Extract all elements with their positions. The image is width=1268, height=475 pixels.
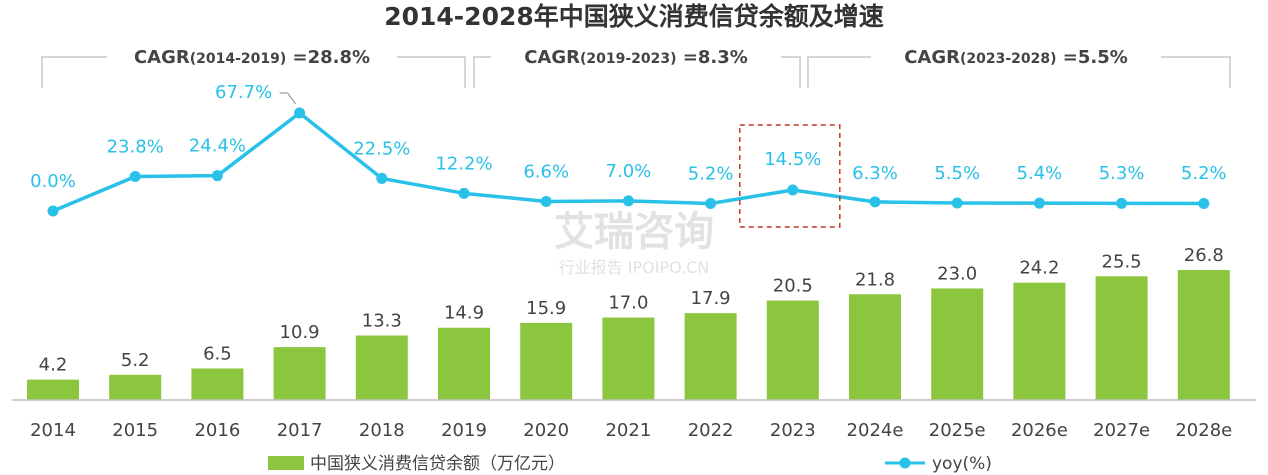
tick-label-2026e: 2026e — [1011, 420, 1068, 441]
yoy-point-2021 — [622, 195, 634, 207]
bar-2015 — [109, 374, 162, 400]
yoy-label-2023: 14.5% — [764, 149, 821, 170]
yoy-label-2020: 6.6% — [523, 161, 569, 182]
tick-label-2018: 2018 — [359, 420, 405, 441]
bar-2014 — [27, 379, 79, 400]
yoy-series: 0.0% 23.8% 24.4% 67.7% 22.5% 12.2% 6.6% 7.0% 5.2… — [30, 82, 1227, 228]
tick-label-2014: 2014 — [30, 420, 76, 441]
tick-label-2017: 2017 — [277, 420, 323, 441]
bar-2028e — [1177, 270, 1230, 400]
yoy-point-2017 — [294, 107, 306, 119]
tick-label-2028e: 2028e — [1175, 420, 1232, 441]
bar-label-2023: 20.5 — [773, 276, 813, 297]
yoy-label-2026e: 5.4% — [1017, 163, 1063, 184]
cagr-annotations: CAGR(2014-2019) =28.8% CAGR(2019-2023) =8… — [41, 47, 1231, 88]
cagr-bracket-2 — [473, 56, 801, 88]
tick-label-2022: 2022 — [688, 420, 734, 441]
yoy-label-2016: 24.4% — [189, 136, 246, 157]
bar-2024e — [849, 294, 901, 400]
yoy-label-2017: 67.7% — [215, 82, 272, 103]
yoy-label-2028e: 5.2% — [1181, 163, 1227, 184]
cagr-label-2: CAGR(2019-2023) =8.3% — [524, 47, 748, 68]
yoy-label-2025e: 5.5% — [934, 163, 980, 184]
bar-label-2027e: 25.5 — [1102, 251, 1142, 272]
bar-label-2025e: 23.0 — [937, 263, 977, 284]
bar-2025e — [931, 288, 984, 400]
legend-line-marker — [899, 457, 911, 469]
cagr-label-3: CAGR(2023-2028) =5.5% — [904, 47, 1128, 68]
bar-2016 — [191, 368, 244, 400]
yoy-label-2015: 23.8% — [107, 137, 164, 158]
yoy-point-2015 — [129, 171, 141, 183]
yoy-point-2020 — [540, 195, 552, 207]
bar-2017 — [273, 347, 326, 400]
bar-2018 — [355, 335, 408, 400]
watermark-main: 艾瑞咨询 — [554, 209, 714, 255]
bar-2022 — [684, 313, 737, 400]
yoy-point-2018 — [376, 172, 388, 184]
tick-label-2023: 2023 — [770, 420, 816, 441]
cagr-label-1: CAGR(2014-2019) =28.8% — [134, 47, 370, 68]
tick-label-2015: 2015 — [112, 420, 158, 441]
yoy-label-2022: 5.2% — [688, 163, 734, 184]
bar-label-2026e: 24.2 — [1019, 258, 1059, 279]
bar-label-2022: 17.9 — [691, 288, 731, 309]
yoy-point-2025e — [951, 197, 963, 209]
bar-label-2016: 6.5 — [203, 343, 232, 364]
bar-2020 — [520, 322, 573, 400]
chart-title: 2014-2028年中国狭义消费信贷余额及增速 — [384, 2, 884, 31]
watermark-sub: 行业报告 IPOIPO.CN — [559, 258, 710, 277]
yoy-point-2022 — [705, 197, 717, 209]
bar-label-2014: 4.2 — [39, 355, 68, 376]
yoy-point-2027e — [1116, 197, 1128, 209]
legend: 中国狭义消费信贷余额（万亿元） yoy(%) — [268, 454, 992, 474]
yoy-label-2019: 12.2% — [435, 153, 492, 174]
highlight-box — [739, 124, 841, 228]
bar-label-2024e: 21.8 — [855, 269, 895, 290]
bar-label-2017: 10.9 — [280, 322, 320, 343]
tick-label-2027e: 2027e — [1093, 420, 1150, 441]
tick-label-2021: 2021 — [605, 420, 651, 441]
bar-label-2021: 17.0 — [608, 293, 648, 314]
yoy-label-2021: 7.0% — [606, 161, 652, 182]
yoy-label-2024e: 6.3% — [852, 163, 898, 184]
yoy-point-2024e — [869, 196, 881, 208]
bar-2021 — [602, 317, 655, 400]
legend-bar-swatch — [268, 456, 304, 470]
yoy-label-2027e: 5.3% — [1099, 163, 1145, 184]
yoy-label-2018: 22.5% — [353, 138, 410, 159]
tick-label-2025e: 2025e — [929, 420, 986, 441]
legend-line-label: yoy(%) — [932, 454, 992, 474]
cagr-bracket-3 — [807, 56, 1231, 88]
bar-2019 — [438, 327, 490, 400]
watermark: 艾瑞咨询 行业报告 IPOIPO.CN — [554, 209, 714, 277]
x-axis-ticks: 2014 2015 2016 2017 2018 2019 2020 2021 2022 2023… — [30, 420, 1232, 441]
yoy-point-2016 — [211, 170, 223, 182]
legend-bar-label: 中国狭义消费信贷余额（万亿元） — [310, 454, 565, 474]
tick-label-2020: 2020 — [523, 420, 569, 441]
bar-series: 4.2 5.2 6.5 10.9 13.3 14.9 15.9 17.0 17.9 20.5 21.… — [27, 245, 1230, 400]
cagr-bracket-1 — [41, 56, 466, 88]
yoy-point-2019 — [458, 187, 470, 199]
bar-2026e — [1013, 282, 1066, 400]
bar-label-2015: 5.2 — [121, 350, 150, 371]
tick-label-2024e: 2024e — [847, 420, 904, 441]
yoy-point-2023 — [787, 184, 799, 196]
bar-2023 — [766, 300, 819, 400]
bar-label-2018: 13.3 — [362, 310, 402, 331]
tick-label-2016: 2016 — [194, 420, 240, 441]
bar-label-2028e: 26.8 — [1184, 245, 1224, 266]
bar-label-2020: 15.9 — [526, 298, 566, 319]
bar-label-2019: 14.9 — [444, 303, 484, 324]
bar-2027e — [1095, 276, 1148, 400]
yoy-point-2026e — [1033, 197, 1045, 209]
tick-label-2019: 2019 — [441, 420, 487, 441]
yoy-label-2014: 0.0% — [30, 171, 76, 192]
peak-leader-line — [279, 92, 297, 105]
yoy-point-2028e — [1198, 197, 1210, 209]
yoy-point-2014 — [47, 205, 59, 217]
